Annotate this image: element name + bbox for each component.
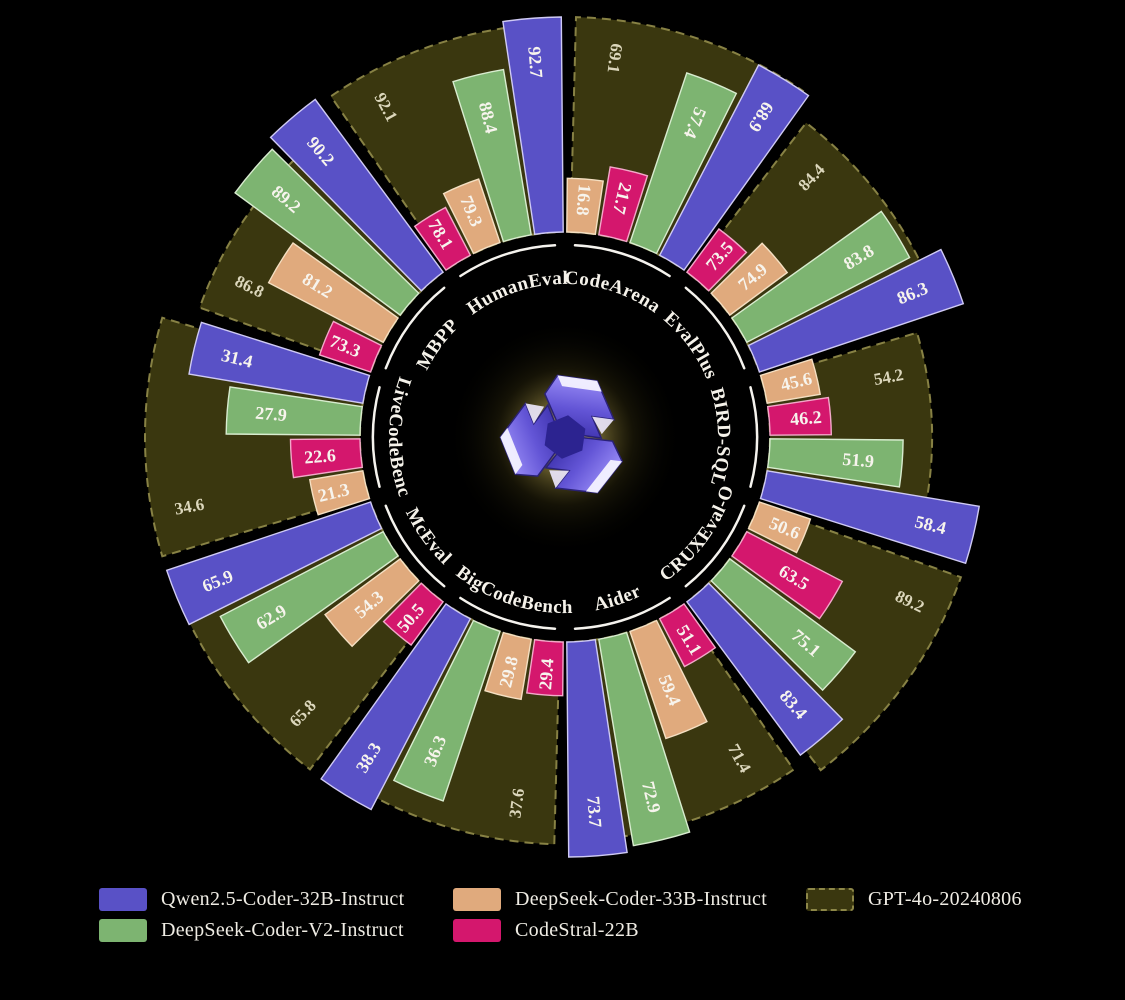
bar-McEval-Qwen2.5-Coder-32B-Instruct — [165, 501, 383, 626]
benchmark-underline-BigCodeBench — [459, 596, 557, 630]
benchmark-label-Aider: Aider — [592, 581, 644, 616]
benchmark-underline-Aider — [573, 596, 671, 630]
benchmark-underline-MBPP — [384, 286, 446, 370]
color-swatch-qwen — [99, 888, 147, 911]
bar-value-BigCodeBench-CodeStral-22B: 29.4 — [535, 658, 557, 691]
legend-item-codestral: CodeStral-22B — [453, 919, 639, 942]
benchmark-underline-EvalPlus — [684, 286, 746, 370]
bar-McEval-DeepSeek-Coder-V2-Instruct — [219, 530, 400, 664]
bar-HumanEval-CodeStral-22B — [413, 206, 472, 272]
logo-arm-notch — [525, 403, 545, 424]
legend-label: Qwen2.5-Coder-32B-Instruct — [161, 888, 405, 910]
color-swatch-codestral — [453, 919, 501, 942]
benchmark-label-CodeArena: CodeArena — [564, 268, 664, 318]
bar-BIRD-SQL-DeepSeek-Coder-V2-Instruct — [766, 438, 904, 488]
bar-McEval-CodeStral-22B — [382, 582, 445, 646]
bar-HumanEval-DeepSeek-Coder-33B-Instruct — [442, 178, 501, 255]
bar-EvalPlus-DeepSeek-Coder-V2-Instruct — [730, 210, 911, 344]
bar-Aider-DeepSeek-Coder-V2-Instruct — [597, 631, 691, 847]
benchmark-label-BigCodeBench: BigCodeBench — [452, 562, 573, 618]
logo-arm-notch — [549, 470, 570, 489]
bar-McEval-DeepSeek-Coder-33B-Instruct — [324, 557, 420, 648]
bar-HumanEval-DeepSeek-Coder-V2-Instruct — [452, 68, 533, 243]
bar-LiveCodeBenc-DeepSeek-Coder-V2-Instruct — [225, 386, 364, 436]
benchmark-underline-BIRD-SQL — [749, 386, 759, 488]
color-swatch-deepseek-v2 — [99, 919, 147, 942]
bar-CodeArena-DeepSeek-Coder-V2-Instruct — [629, 72, 738, 255]
legend-item-qwen: Qwen2.5-Coder-32B-Instruct — [99, 888, 404, 911]
benchmark-underline-McEval — [384, 504, 446, 588]
bar-CRUXEval-O-CodeStral-22B — [730, 530, 844, 620]
color-swatch-deepseek-33b — [453, 888, 501, 911]
bar-MBPP-DeepSeek-Coder-33B-Instruct — [267, 242, 400, 344]
benchmark-label-LiveCodeBenc: LiveCodeBenc — [384, 374, 415, 499]
legend-label: DeepSeek-Coder-V2-Instruct — [161, 919, 404, 941]
bar-CodeArena-CodeStral-22B — [597, 166, 649, 243]
bar-BIRD-SQL-DeepSeek-Coder-33B-Instruct — [759, 358, 822, 405]
bar-value-HumanEval-Qwen2.5-Coder-32B-Instruct: 92.7 — [524, 46, 546, 79]
bar-BIRD-SQL-Qwen2.5-Coder-32B-Instruct — [759, 469, 981, 565]
legend-label: GPT-4o-20240806 — [868, 888, 1022, 910]
bar-value-LiveCodeBenc-DeepSeek-Coder-V2-Instruct: 27.9 — [255, 403, 288, 425]
bar-EvalPlus-CodeStral-22B — [685, 228, 748, 292]
qwen-coder-logo — [447, 319, 683, 555]
bar-HumanEval-Qwen2.5-Coder-32B-Instruct — [502, 16, 564, 236]
bar-BigCodeBench-CodeStral-22B — [526, 638, 564, 697]
bar-EvalPlus-DeepSeek-Coder-33B-Instruct — [710, 242, 789, 317]
legend-item-deepseek-v2: DeepSeek-Coder-V2-Instruct — [99, 919, 404, 942]
bar-CodeArena-DeepSeek-Coder-33B-Instruct — [566, 177, 604, 236]
bar-MBPP-DeepSeek-Coder-V2-Instruct — [234, 148, 420, 317]
bar-BigCodeBench-DeepSeek-Coder-V2-Instruct — [392, 619, 501, 802]
benchmark-underline-CodeArena — [573, 244, 671, 278]
logo-arm-highlight — [557, 375, 602, 392]
bar-Aider-Qwen2.5-Coder-32B-Instruct — [566, 638, 628, 858]
benchmark-label-MBPP: MBPP — [413, 315, 463, 373]
logo-core — [544, 415, 586, 459]
bar-value-BIRD-SQL-CodeStral-22B: 46.2 — [789, 407, 822, 429]
color-swatch-gpt4o — [806, 888, 854, 911]
bar-Aider-DeepSeek-Coder-33B-Instruct — [629, 619, 708, 740]
benchmark-underline-HumanEval — [459, 244, 557, 278]
benchmark-label-EvalPlus: EvalPlus — [660, 307, 722, 382]
bar-LiveCodeBenc-Qwen2.5-Coder-32B-Instruct — [188, 321, 371, 405]
logo-arm — [499, 401, 564, 477]
legend-item-gpt4o: GPT-4o-20240806 — [806, 888, 1022, 911]
benchmark-label-McEval: McEval — [401, 504, 456, 568]
logo-arm-highlight — [585, 459, 623, 493]
bar-Aider-CodeStral-22B — [658, 602, 717, 668]
gpt4o-value-BigCodeBench: 37.6 — [505, 787, 528, 819]
logo-arm-highlight — [500, 427, 523, 475]
bar-BigCodeBench-Qwen2.5-Coder-32B-Instruct — [320, 602, 472, 811]
bar-value-LiveCodeBenc-CodeStral-22B: 22.6 — [304, 445, 337, 467]
logo-arm-notch — [592, 416, 614, 435]
legend-item-deepseek-33b: DeepSeek-Coder-33B-Instruct — [453, 888, 767, 911]
bar-value-BIRD-SQL-DeepSeek-Coder-V2-Instruct: 51.9 — [842, 449, 875, 471]
bar-CRUXEval-O-DeepSeek-Coder-33B-Instruct — [747, 501, 812, 554]
benchmark-label-HumanEval: HumanEval — [463, 268, 568, 319]
bar-EvalPlus-Qwen2.5-Coder-32B-Instruct — [747, 248, 965, 373]
benchmark-underline-LiveCodeBenc — [371, 386, 381, 488]
bar-CRUXEval-O-Qwen2.5-Coder-32B-Instruct — [685, 582, 844, 757]
bar-value-Aider-Qwen2.5-Coder-32B-Instruct: 73.7 — [583, 795, 605, 828]
legend-label: DeepSeek-Coder-33B-Instruct — [515, 888, 768, 910]
bar-CodeArena-Qwen2.5-Coder-32B-Instruct — [658, 64, 810, 272]
benchmark-underline-CRUXEval-O — [684, 504, 746, 588]
benchmark-label-BIRD-SQL: BIRD-SQL — [706, 385, 734, 488]
bar-CRUXEval-O-DeepSeek-Coder-V2-Instruct — [710, 557, 857, 692]
bar-BIRD-SQL-CodeStral-22B — [766, 396, 833, 436]
legend-label: CodeStral-22B — [515, 919, 639, 941]
bar-value-CodeArena-DeepSeek-Coder-33B-Instruct: 16.8 — [572, 183, 594, 216]
bar-LiveCodeBenc-DeepSeek-Coder-33B-Instruct — [308, 469, 371, 516]
bar-MBPP-CodeStral-22B — [318, 320, 383, 373]
bar-MBPP-Qwen2.5-Coder-32B-Instruct — [269, 98, 445, 292]
gpt4o-value-CodeArena: 69.1 — [604, 42, 627, 74]
bar-BigCodeBench-DeepSeek-Coder-33B-Instruct — [484, 631, 533, 701]
bar-LiveCodeBenc-CodeStral-22B — [289, 438, 364, 479]
radial-benchmark-chart: 92.178.179.388.492.7 69.116.8 21.757.4 68.9… — [144, 16, 981, 858]
